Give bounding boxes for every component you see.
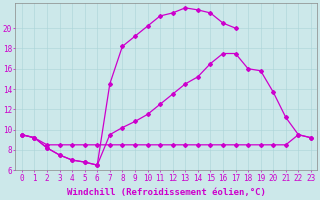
X-axis label: Windchill (Refroidissement éolien,°C): Windchill (Refroidissement éolien,°C) bbox=[67, 188, 266, 197]
